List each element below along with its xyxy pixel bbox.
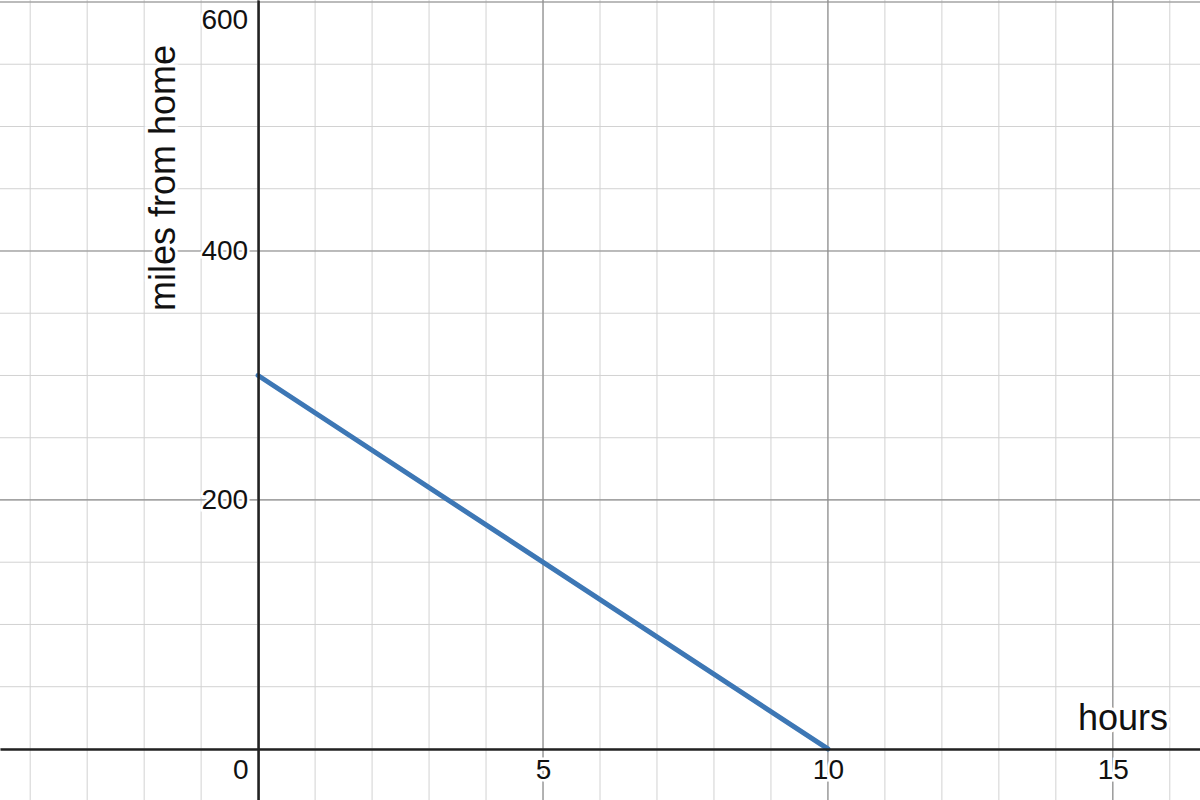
grid bbox=[0, 0, 1200, 800]
y-tick-label: 200 bbox=[201, 484, 248, 515]
grid-line bbox=[542, 0, 543, 800]
minor-grid-line bbox=[713, 0, 714, 800]
y-axis-title: miles from home bbox=[142, 45, 183, 311]
minor-grid-line bbox=[827, 0, 828, 800]
x-tick: 5 bbox=[536, 749, 552, 785]
x-axis-title: hours bbox=[1078, 697, 1168, 738]
data-line bbox=[258, 375, 828, 748]
minor-grid-line bbox=[201, 0, 202, 800]
minor-grid-line bbox=[0, 1, 1200, 2]
minor-grid-line bbox=[941, 0, 942, 800]
minor-grid-line bbox=[0, 562, 1200, 563]
y-tick-label: 400 bbox=[201, 235, 248, 266]
minor-grid-line bbox=[656, 0, 657, 800]
minor-grid-line bbox=[1112, 0, 1113, 800]
y-tick: 400 bbox=[201, 235, 258, 266]
minor-grid-line bbox=[0, 313, 1200, 314]
grid-line bbox=[0, 499, 1200, 500]
y-tick: 600 bbox=[201, 2, 258, 35]
minor-grid-line bbox=[315, 0, 316, 800]
minor-grid-line bbox=[770, 0, 771, 800]
minor-grid-line bbox=[998, 0, 999, 800]
minor-grid-line bbox=[372, 0, 373, 800]
grid-line bbox=[827, 0, 828, 800]
x-tick: 0 bbox=[233, 749, 259, 785]
y-axis: 200 400 600 bbox=[201, 1, 258, 800]
minor-grid-line bbox=[0, 375, 1200, 376]
minor-grid-line bbox=[258, 0, 259, 800]
minor-grid-line bbox=[0, 624, 1200, 625]
minor-grid-line bbox=[0, 499, 1200, 500]
minor-grid-line bbox=[0, 748, 1200, 749]
minor-grid-line bbox=[600, 0, 601, 800]
grid-line bbox=[258, 0, 259, 800]
minor-grid-line bbox=[486, 0, 487, 800]
minor-grid-line bbox=[429, 0, 430, 800]
chart: 0 5 10 15 200 400 600 hours miles from home bbox=[0, 0, 1200, 800]
x-tick-label: 5 bbox=[536, 754, 552, 785]
minor-grid-line bbox=[1055, 0, 1056, 800]
x-tick: 15 bbox=[1098, 749, 1129, 785]
minor-grid-line bbox=[0, 437, 1200, 438]
minor-grid-line bbox=[87, 0, 88, 800]
y-tick-label: 600 bbox=[201, 4, 248, 35]
y-tick: 200 bbox=[201, 484, 258, 515]
x-tick-label: 15 bbox=[1098, 754, 1129, 785]
minor-grid-line bbox=[884, 0, 885, 800]
grid-line bbox=[1112, 0, 1113, 800]
x-tick-label: 0 bbox=[233, 754, 249, 785]
plot-area bbox=[258, 375, 828, 748]
minor-grid-line bbox=[1169, 0, 1170, 800]
x-axis: 0 5 10 15 bbox=[1, 749, 1200, 785]
grid-line bbox=[0, 1, 1200, 2]
minor-grid-line bbox=[543, 0, 544, 800]
minor-grid-line bbox=[30, 0, 31, 800]
x-tick-label: 10 bbox=[813, 754, 844, 785]
minor-grid-line bbox=[0, 686, 1200, 687]
x-axis-line bbox=[1, 748, 1200, 751]
x-tick: 10 bbox=[813, 749, 844, 785]
y-axis-line bbox=[257, 1, 260, 800]
